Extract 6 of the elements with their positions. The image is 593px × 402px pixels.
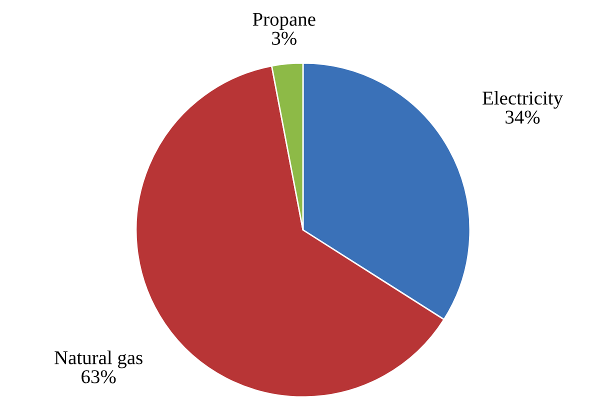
slice-label: Natural gas bbox=[54, 350, 142, 368]
data-label: 3% bbox=[272, 32, 296, 45]
slice-label: Electricity bbox=[482, 90, 563, 109]
slice-label: Propane bbox=[252, 12, 316, 30]
data-label: 63% bbox=[82, 370, 116, 384]
data-label: 34% bbox=[506, 110, 540, 124]
